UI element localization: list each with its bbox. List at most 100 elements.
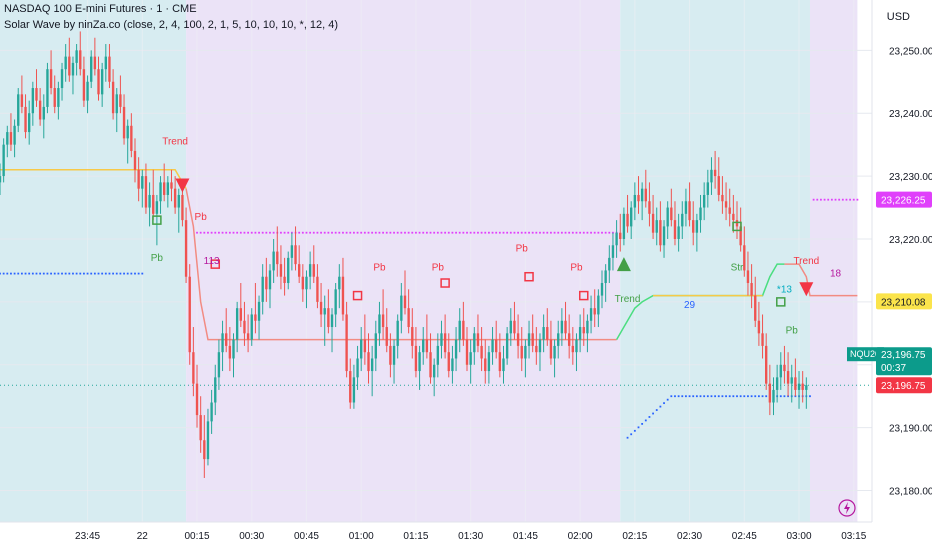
candle-body[interactable]: [162, 182, 166, 195]
candle-body[interactable]: [261, 276, 264, 302]
candle-body[interactable]: [192, 352, 195, 384]
candle-body[interactable]: [297, 264, 301, 277]
candle-body[interactable]: [425, 339, 429, 353]
candle-body[interactable]: [593, 308, 596, 315]
candle-body[interactable]: [476, 333, 480, 346]
candle-body[interactable]: [345, 314, 348, 372]
candle-body[interactable]: [243, 320, 246, 334]
candle-body[interactable]: [473, 333, 476, 353]
candle-body[interactable]: [732, 213, 735, 221]
candle-body[interactable]: [93, 56, 97, 70]
candle-body[interactable]: [447, 352, 450, 372]
candle-body[interactable]: [637, 194, 640, 202]
signal-square[interactable]: [210, 259, 221, 269]
candle-body[interactable]: [82, 69, 86, 101]
candle-body[interactable]: [195, 383, 199, 416]
candle-body[interactable]: [360, 339, 363, 359]
candle-body[interactable]: [389, 345, 392, 365]
candle-body[interactable]: [137, 169, 140, 189]
signal-square[interactable]: [524, 271, 534, 282]
candle-body[interactable]: [338, 276, 341, 290]
candle-body[interactable]: [436, 345, 440, 365]
candle-body[interactable]: [148, 194, 151, 208]
candle-body[interactable]: [46, 69, 49, 107]
candle-body[interactable]: [702, 194, 706, 208]
candle-body[interactable]: [152, 194, 155, 214]
candle-body[interactable]: [480, 345, 483, 359]
candle-body[interactable]: [356, 358, 359, 378]
signal-square[interactable]: [732, 221, 742, 232]
candle-body[interactable]: [735, 220, 739, 227]
candle-body[interactable]: [170, 182, 173, 189]
candle-body[interactable]: [283, 276, 286, 284]
candle-body[interactable]: [571, 345, 575, 353]
candle-body[interactable]: [31, 88, 35, 114]
candle-body[interactable]: [502, 358, 505, 372]
signal-square[interactable]: [152, 215, 162, 225]
candle-body[interactable]: [316, 276, 319, 302]
candle-body[interactable]: [443, 333, 447, 353]
candle-body[interactable]: [177, 194, 180, 208]
candle-body[interactable]: [199, 415, 202, 441]
candle-body[interactable]: [626, 213, 629, 227]
candle-body[interactable]: [651, 213, 655, 233]
candle-body[interactable]: [42, 106, 45, 120]
candle-body[interactable]: [144, 176, 148, 208]
candle-body[interactable]: [615, 232, 618, 246]
candle-body[interactable]: [381, 314, 385, 328]
candle-body[interactable]: [250, 314, 253, 340]
candle-body[interactable]: [9, 132, 13, 145]
candle-body[interactable]: [524, 345, 527, 359]
candle-body[interactable]: [567, 333, 571, 346]
candle-body[interactable]: [159, 182, 162, 202]
candle-body[interactable]: [743, 245, 746, 271]
candle-body[interactable]: [370, 358, 374, 372]
candle-body[interactable]: [644, 188, 647, 202]
candle-body[interactable]: [188, 276, 191, 353]
candle-body[interactable]: [49, 69, 53, 89]
candle-body[interactable]: [327, 308, 330, 328]
candle-body[interactable]: [589, 308, 593, 321]
candle-body[interactable]: [495, 339, 498, 353]
candle-body[interactable]: [411, 327, 414, 346]
candle-body[interactable]: [513, 320, 516, 334]
candle-body[interactable]: [210, 402, 213, 422]
candle-body[interactable]: [757, 320, 761, 334]
candle-body[interactable]: [688, 201, 691, 221]
candle-body[interactable]: [724, 201, 728, 208]
candle-body[interactable]: [586, 320, 589, 334]
candle-body[interactable]: [713, 169, 717, 177]
candle-body[interactable]: [451, 358, 454, 372]
candle-body[interactable]: [130, 125, 133, 151]
candle-body[interactable]: [374, 333, 377, 359]
candle-body[interactable]: [484, 358, 487, 372]
candle-body[interactable]: [141, 176, 144, 189]
candle-body[interactable]: [491, 339, 494, 353]
candle-body[interactable]: [352, 377, 356, 403]
candle-body[interactable]: [619, 232, 622, 239]
candle-body[interactable]: [294, 245, 297, 265]
candle-body[interactable]: [203, 440, 206, 460]
candle-body[interactable]: [312, 264, 315, 277]
candle-body[interactable]: [801, 383, 804, 390]
candle-body[interactable]: [265, 276, 268, 290]
candle-body[interactable]: [108, 56, 111, 82]
candle-body[interactable]: [542, 327, 545, 340]
candle-body[interactable]: [272, 251, 275, 271]
candle-body[interactable]: [673, 220, 677, 239]
candle-body[interactable]: [6, 132, 9, 145]
candle-body[interactable]: [71, 62, 75, 76]
candle-body[interactable]: [655, 220, 658, 233]
candle-body[interactable]: [206, 421, 210, 460]
candle-body[interactable]: [257, 301, 261, 321]
candle-body[interactable]: [2, 144, 5, 177]
candle-body[interactable]: [378, 314, 381, 334]
signal-square[interactable]: [352, 290, 363, 301]
candle-body[interactable]: [214, 377, 217, 403]
candle-body[interactable]: [783, 364, 786, 372]
candle-body[interactable]: [692, 220, 695, 233]
candle-body[interactable]: [330, 314, 334, 328]
candle-body[interactable]: [367, 352, 370, 372]
candle-body[interactable]: [754, 295, 757, 321]
candle-body[interactable]: [38, 100, 42, 120]
